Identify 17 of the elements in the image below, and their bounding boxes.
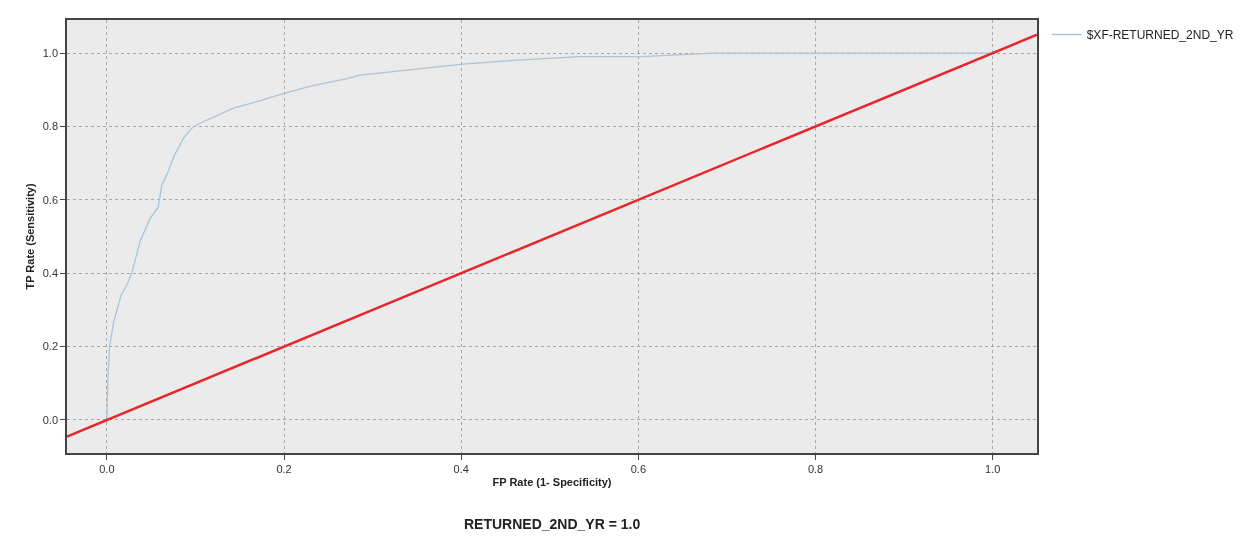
y-tick-label: 0.2 <box>42 340 59 353</box>
y-axis-title: TP Rate (Sensitivity) <box>23 183 36 290</box>
text: RETURNED_2ND_YR = 1.0 <box>464 516 641 532</box>
x-tick-label: 1.0 <box>985 462 1001 475</box>
line-series <box>106 52 994 421</box>
y-tick-label: 0.6 <box>42 193 59 206</box>
x-tick-label: 0.8 <box>807 462 824 475</box>
x-tick-label: 0.6 <box>630 462 647 475</box>
x-axis-title: FP Rate (1- Specificity) <box>492 475 612 488</box>
y-tick-label: 1.0 <box>42 46 59 59</box>
x-tick-label: 0.0 <box>99 462 115 475</box>
legend-label: $XF-RETURNED_2ND_YR <box>1086 28 1234 43</box>
x-tick-label: 0.2 <box>276 462 292 475</box>
y-tick-label: 0.8 <box>42 120 59 133</box>
y-tick-label: 0.4 <box>42 267 59 280</box>
y-tick-label: 0.0 <box>42 413 59 426</box>
x-tick-label: 0.4 <box>453 462 469 475</box>
